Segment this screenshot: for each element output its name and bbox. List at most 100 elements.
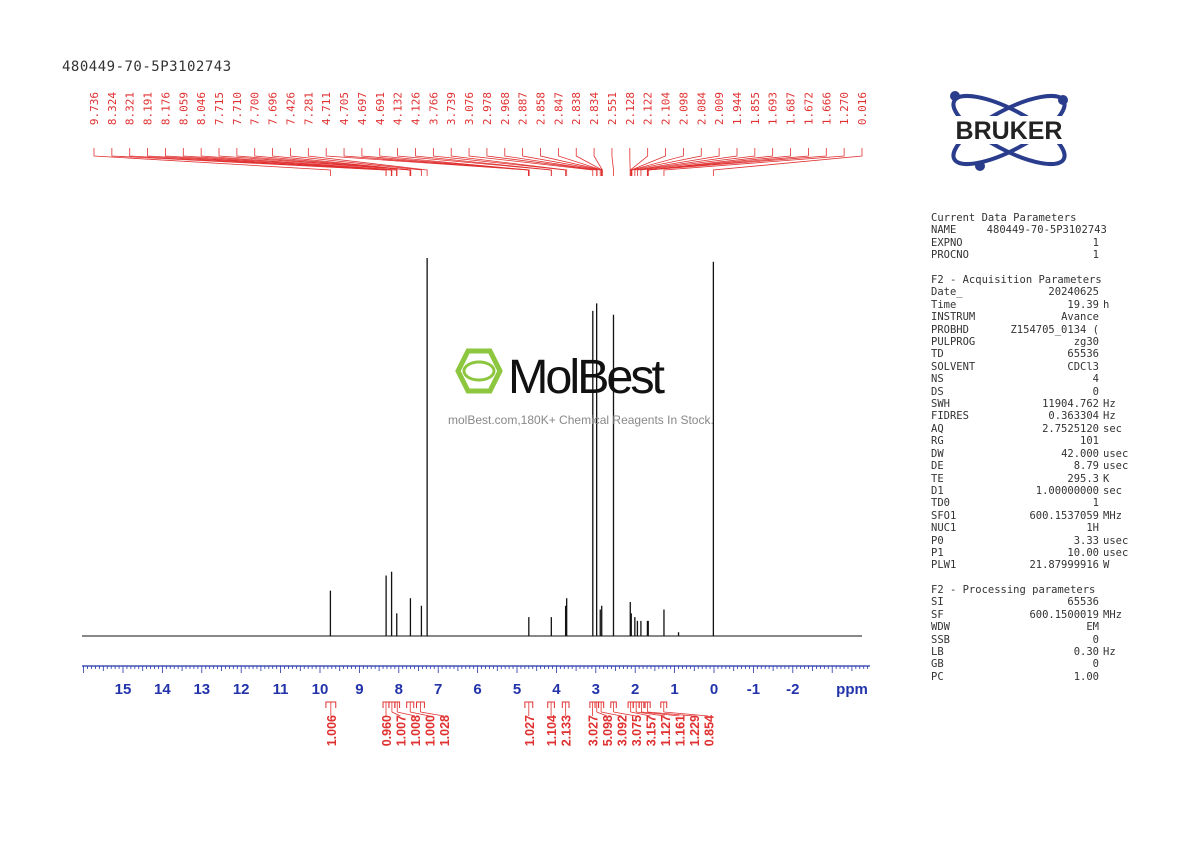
peak-label: 2.847 <box>552 92 565 125</box>
param-value: 1 <box>1092 236 1099 249</box>
param-unit <box>1099 324 1141 336</box>
peak-label-connector <box>93 148 331 176</box>
param-unit <box>1099 286 1141 298</box>
peak-label-connector <box>182 148 397 176</box>
peak-label: 2.104 <box>660 92 673 125</box>
peak-label-connector <box>631 148 702 176</box>
peak-label: 2.834 <box>588 92 601 125</box>
param-unit: usec <box>1103 546 1129 559</box>
param-key: P0 <box>931 534 944 547</box>
param-value: EM <box>1086 621 1099 634</box>
integral-value: 1.027 <box>523 715 537 746</box>
peak-label-connector <box>647 148 791 176</box>
peak-label-connector <box>540 148 602 176</box>
param-value: 2.7525120 <box>1042 422 1099 435</box>
axis-tick-label: 6 <box>473 681 481 698</box>
peak-label: 2.098 <box>677 92 690 125</box>
peak-label: 8.324 <box>106 92 119 125</box>
param-value: 65536 <box>1067 348 1099 361</box>
param-row: LB 0.30 Hz <box>931 646 1141 658</box>
param-value: Avance <box>1061 311 1099 324</box>
param-row: SWH 11904.762 Hz <box>931 398 1141 410</box>
param-row: FIDRES 0.363304 Hz <box>931 410 1141 422</box>
peak-label: 4.132 <box>392 92 405 125</box>
integral-value: 1.229 <box>688 715 702 746</box>
peak-label: 8.321 <box>124 92 137 125</box>
params-title: F2 - Acquisition Parameters <box>931 274 1102 286</box>
param-value: 19.39 <box>1067 298 1099 311</box>
peak-label: 3.739 <box>445 92 458 125</box>
param-unit <box>1099 237 1141 249</box>
integral-value: 3.157 <box>644 715 658 746</box>
axis-tick-label: 12 <box>233 681 250 698</box>
param-key: TD0 <box>931 497 950 510</box>
param-unit <box>1099 596 1141 608</box>
peak-label-connector <box>200 148 398 176</box>
peak-label: 7.700 <box>249 92 262 125</box>
peak-label: 2.968 <box>499 92 512 125</box>
param-row: TE 295.3 K <box>931 473 1141 485</box>
peak-label-connector <box>272 148 412 176</box>
integral-connector <box>636 711 666 717</box>
param-row: SI 65536 <box>931 596 1141 608</box>
param-key: PLW1 <box>931 559 957 572</box>
param-value: 4 <box>1092 373 1099 386</box>
peak-label: 8.046 <box>195 92 208 125</box>
peak-label-connector <box>147 148 392 176</box>
param-value: 0 <box>1092 658 1099 671</box>
current-data-parameters: Current Data Parameters NAME 480449-70-5P… <box>931 212 1141 262</box>
axis-tick-label: 10 <box>312 681 329 698</box>
param-value: Z154705_0134 ( <box>1010 323 1099 336</box>
param-key: WDW <box>931 621 950 634</box>
axis-tick-label: 0 <box>710 681 718 698</box>
peak-label-connector <box>593 148 603 176</box>
peak-label: 7.696 <box>267 92 280 125</box>
param-key: TE <box>931 472 944 485</box>
param-value: 480449-70-5P3102743 <box>986 224 1107 237</box>
integral-connector <box>613 711 637 717</box>
param-row: SFO1 600.1537059 MHz <box>931 510 1141 522</box>
param-value: 1 <box>1092 497 1099 510</box>
param-row: GB 0 <box>931 658 1141 670</box>
param-key: Time <box>931 298 957 311</box>
spectrum-peaks <box>329 258 715 636</box>
param-key: SWH <box>931 398 950 411</box>
peak-label-connector <box>647 148 827 176</box>
param-unit <box>1099 658 1141 670</box>
param-row: Time 19.39 h <box>931 299 1141 311</box>
peak-label: 1.693 <box>767 92 780 125</box>
peak-label-connector <box>450 148 568 176</box>
integral-connector <box>596 711 608 717</box>
processing-parameters: F2 - Processing parameters SI 65536 SF 600.… <box>931 584 1141 683</box>
param-row: AQ 2.7525120 sec <box>931 423 1141 435</box>
param-value: 0 <box>1092 633 1099 646</box>
param-value: 600.1500019 <box>1029 608 1099 621</box>
param-value: 600.1537059 <box>1029 509 1099 522</box>
peak-label: 1.270 <box>838 92 851 125</box>
peak-label-connector <box>290 148 422 176</box>
integral-connector <box>647 711 694 717</box>
param-row: Date_ 20240625 <box>931 286 1141 298</box>
param-unit <box>1107 224 1141 236</box>
param-unit: h <box>1103 298 1110 311</box>
peak-label-connector <box>634 148 720 176</box>
param-unit <box>1099 361 1141 373</box>
param-value: CDCl3 <box>1067 360 1099 373</box>
param-row: PULPROG zg30 <box>931 336 1141 348</box>
integral-value: 1.007 <box>394 715 408 746</box>
axis-tick-label: -1 <box>747 681 760 698</box>
param-row: NAME 480449-70-5P3102743 <box>931 224 1141 236</box>
param-row: SF 600.1500019 MHz <box>931 609 1141 621</box>
param-value: 295.3 <box>1067 472 1099 485</box>
param-key: PROCNO <box>931 249 969 262</box>
param-row: TD 65536 <box>931 348 1141 360</box>
param-value: 3.33 <box>1073 534 1099 547</box>
peak-label: 1.672 <box>802 92 815 125</box>
peak-label: 7.281 <box>302 92 315 125</box>
param-value: 0.363304 <box>1048 410 1099 423</box>
param-value: zg30 <box>1073 336 1099 349</box>
integral-value: 1.028 <box>438 715 452 746</box>
param-unit <box>1099 311 1141 323</box>
axis-tick-label: -2 <box>786 681 799 698</box>
param-row: DE 8.79 usec <box>931 460 1141 472</box>
